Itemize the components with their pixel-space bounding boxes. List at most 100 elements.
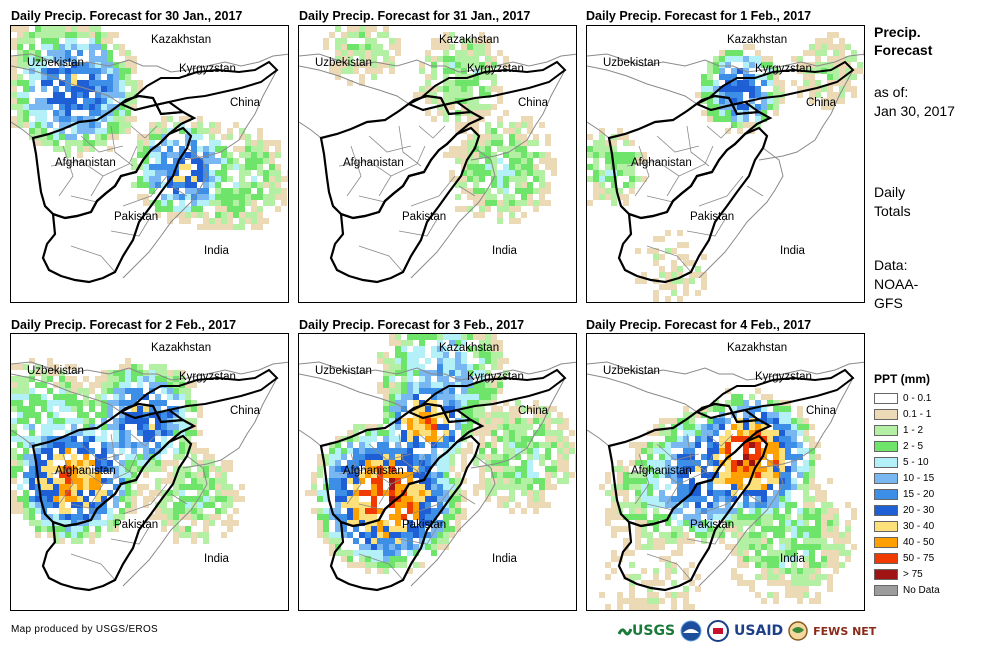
country-label-pakistan: Pakistan — [402, 519, 447, 531]
fews-net-logo-text: FEWS NET — [813, 624, 877, 638]
logo-strip: USGS USAID FEWS NET — [618, 618, 876, 644]
legend-swatch — [874, 520, 898, 532]
legend-item: 50 - 75 — [874, 550, 934, 566]
province-boundary — [338, 468, 392, 505]
province-boundary — [686, 125, 710, 167]
kazakhstan-border — [587, 53, 864, 73]
precip-map-svg — [11, 26, 288, 284]
legend-item: 20 - 30 — [874, 502, 934, 518]
pakistan-outline — [617, 434, 769, 592]
panel-title-4: Daily Precip. Forecast for 2 Feb., 2017 — [11, 318, 237, 332]
province-boundary — [80, 443, 124, 461]
usgs-logo: USGS — [618, 623, 675, 639]
province-boundary — [646, 503, 674, 511]
province-boundary — [170, 185, 188, 197]
province-boundary — [656, 135, 700, 153]
province-boundary — [746, 185, 764, 197]
legend-label: 30 - 40 — [903, 520, 935, 532]
country-label-uzbekistan: Uzbekistan — [603, 365, 660, 377]
province-boundary — [686, 215, 728, 237]
country-label-india: India — [492, 553, 517, 565]
india-border — [122, 147, 208, 279]
province-boundary — [358, 245, 404, 273]
province-boundary — [110, 433, 134, 475]
precip-map-svg — [587, 32, 864, 302]
province-boundary — [418, 125, 446, 139]
country-label-india: India — [780, 553, 805, 565]
province-boundary — [50, 160, 104, 197]
india-border — [122, 455, 208, 587]
pakistan-outline — [329, 434, 481, 592]
province-boundary — [390, 145, 426, 177]
country-label-india: India — [204, 553, 229, 565]
country-label-kazakhstan: Kazakhstan — [151, 34, 212, 46]
pakistan-outline — [41, 126, 193, 284]
province-boundary — [130, 125, 158, 139]
country-label-china: China — [806, 97, 837, 109]
province-boundary — [70, 503, 98, 511]
province-boundary — [70, 195, 98, 203]
province-boundary — [646, 553, 692, 581]
province-boundary — [368, 135, 412, 153]
legend-label: 1 - 2 — [903, 424, 924, 436]
legend-label: > 75 — [903, 568, 923, 580]
pakistan-outline — [329, 126, 481, 284]
province-boundary — [410, 483, 456, 515]
sidebar-title-line1: Precip. — [874, 24, 921, 40]
province-boundary — [346, 453, 362, 505]
province-boundary — [706, 433, 734, 447]
totals-label: Totals — [874, 203, 911, 219]
legend-label: 15 - 20 — [903, 488, 935, 500]
legend-swatch — [874, 552, 898, 564]
province-boundary — [458, 493, 476, 505]
kyrgyzstan-outline — [118, 60, 279, 112]
country-label-china: China — [230, 97, 261, 109]
province-boundary — [50, 468, 104, 505]
province-boundary — [70, 553, 116, 581]
province-boundary — [110, 125, 134, 167]
precip-map-svg — [11, 358, 288, 592]
province-boundary — [634, 453, 650, 505]
legend-swatch — [874, 536, 898, 548]
legend-swatch — [874, 504, 898, 516]
country-label-kazakhstan: Kazakhstan — [151, 342, 212, 354]
province-boundary — [678, 145, 714, 177]
country-label-afghanistan: Afghanistan — [343, 465, 404, 477]
province-boundary — [410, 175, 456, 207]
pakistan-outline — [617, 126, 769, 284]
legend-swatch — [874, 408, 898, 420]
province-boundary — [102, 453, 138, 485]
legend-item: 15 - 20 — [874, 486, 934, 502]
province-boundary — [358, 553, 404, 581]
province-boundary — [458, 185, 476, 197]
legend-item: 1 - 2 — [874, 422, 923, 438]
province-boundary — [698, 175, 744, 207]
country-label-afghanistan: Afghanistan — [631, 157, 692, 169]
kyrgyzstan-outline — [118, 368, 279, 420]
country-label-uzbekistan: Uzbekistan — [27, 57, 84, 69]
province-boundary — [398, 125, 422, 167]
legend-label: 0 - 0.1 — [903, 392, 932, 404]
fews-net-globe-icon — [788, 621, 808, 641]
country-label-uzbekistan: Uzbekistan — [315, 57, 372, 69]
country-label-uzbekistan: Uzbekistan — [27, 365, 84, 377]
country-label-uzbekistan: Uzbekistan — [315, 365, 372, 377]
country-label-pakistan: Pakistan — [114, 519, 159, 531]
legend-title: PPT (mm) — [874, 372, 931, 386]
country-label-india: India — [204, 245, 229, 257]
legend-swatch — [874, 456, 898, 468]
legend-swatch — [874, 440, 898, 452]
province-boundary — [390, 453, 426, 485]
forecast-map-2: Kazakhstan Uzbekistan Kyrgyzstan China Afgha… — [298, 25, 577, 303]
precip-field — [587, 32, 864, 302]
legend-item: 0 - 0.1 — [874, 390, 931, 406]
province-boundary — [368, 443, 412, 461]
india-border — [410, 455, 496, 587]
legend-label: 50 - 75 — [903, 552, 935, 564]
kazakhstan-border — [587, 361, 864, 381]
china-border — [182, 377, 278, 469]
precip-map-svg — [587, 361, 864, 610]
province-boundary — [58, 453, 74, 505]
province-boundary — [634, 145, 650, 197]
pakistan-outline — [41, 434, 193, 592]
